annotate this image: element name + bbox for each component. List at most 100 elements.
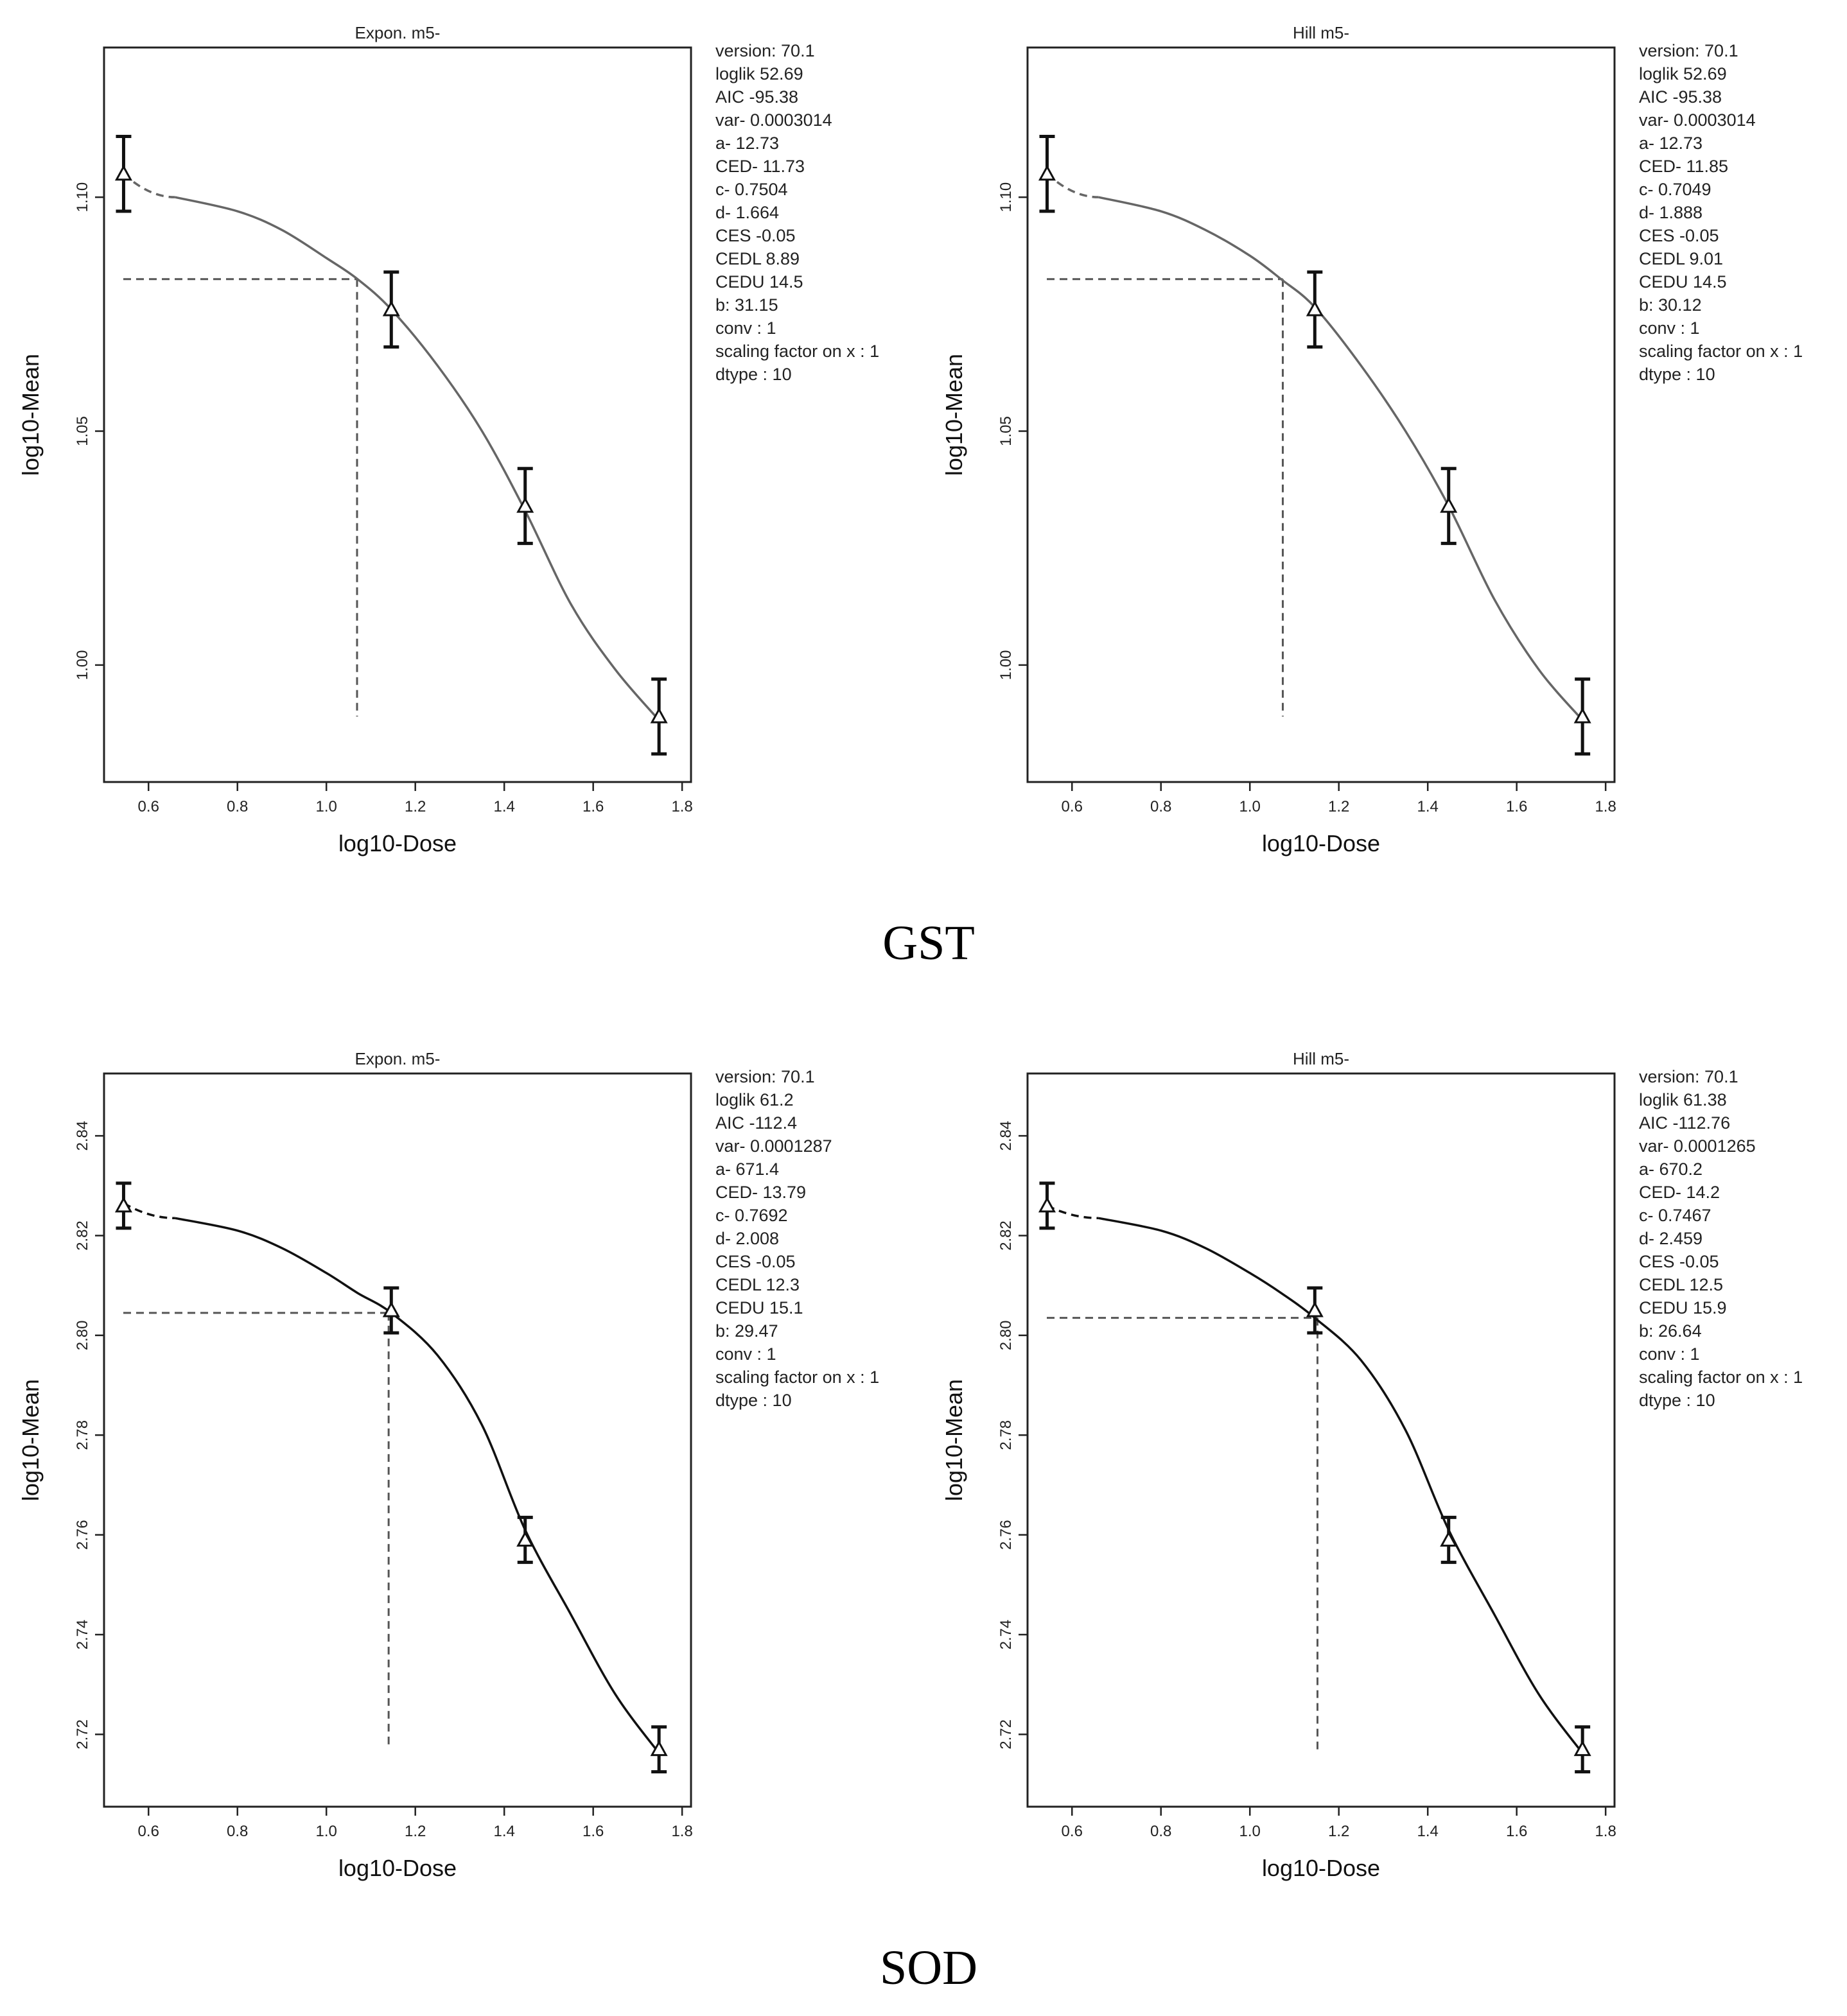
data-point-triangle bbox=[1440, 1531, 1458, 1547]
sod-expon-chart: Expon. m5- 0.6 0.8 1.0 1.2 1.4 1.6 1.8 2.72 2.74 2… bbox=[17, 1049, 879, 1881]
param-line: c- 0.7049 bbox=[1639, 180, 1711, 199]
param-line: b: 30.12 bbox=[1639, 295, 1702, 315]
x-tick-label: 1.0 bbox=[316, 798, 337, 815]
param-line: AIC -112.76 bbox=[1639, 1113, 1730, 1133]
y-tick-label: 2.74 bbox=[997, 1620, 1015, 1650]
param-line: CED- 11.85 bbox=[1639, 157, 1728, 176]
x-tick-label: 0.8 bbox=[1150, 1823, 1171, 1840]
y-tick-label: 1.00 bbox=[997, 650, 1015, 680]
param-line: d- 2.459 bbox=[1639, 1229, 1703, 1248]
x-tick-label: 1.8 bbox=[1595, 1823, 1616, 1840]
x-tick-label: 0.6 bbox=[138, 798, 159, 815]
param-line: conv : 1 bbox=[1639, 1344, 1700, 1364]
x-tick-label: 1.0 bbox=[1239, 1823, 1261, 1840]
param-line: AIC -95.38 bbox=[715, 87, 798, 107]
y-tick-label: 1.10 bbox=[997, 182, 1015, 213]
param-line: a- 12.73 bbox=[715, 134, 779, 153]
param-line: var- 0.0001287 bbox=[715, 1136, 832, 1156]
param-line: c- 0.7692 bbox=[715, 1206, 788, 1225]
x-tick-label: 1.2 bbox=[405, 1823, 426, 1840]
y-tick-label: 2.80 bbox=[74, 1320, 91, 1350]
x-tick-label: 1.2 bbox=[1328, 1823, 1349, 1840]
data-point-triangle bbox=[650, 707, 668, 724]
param-line: conv : 1 bbox=[1639, 318, 1700, 338]
y-tick-label: 2.84 bbox=[997, 1121, 1015, 1151]
sod-hill-chart: Hill m5- 0.6 0.8 1.0 1.2 1.4 1.6 1.8 2.72 2.74 2.7… bbox=[941, 1049, 1803, 1881]
fit-curve bbox=[1098, 1217, 1584, 1755]
x-tick-label: 1.8 bbox=[1595, 798, 1616, 815]
y-tick-label: 1.00 bbox=[74, 650, 91, 680]
param-line: loglik 52.69 bbox=[1639, 64, 1727, 83]
param-line: CEDL 9.01 bbox=[1639, 249, 1723, 268]
data-point-triangle bbox=[1440, 496, 1458, 513]
y-axis-label: log10-Mean bbox=[17, 1379, 44, 1501]
data-point-triangle bbox=[516, 1531, 534, 1547]
param-line: CES -0.05 bbox=[715, 1252, 796, 1271]
y-tick-label: 2.84 bbox=[74, 1121, 91, 1151]
x-tick-label: 1.8 bbox=[671, 1823, 692, 1840]
fit-curve bbox=[175, 1217, 661, 1755]
chart-title: Hill m5- bbox=[1293, 23, 1349, 42]
x-tick-label: 1.0 bbox=[1239, 798, 1261, 815]
data-point-triangle bbox=[1573, 1740, 1591, 1757]
param-line: CEDU 15.1 bbox=[715, 1298, 803, 1317]
data-point-triangle bbox=[516, 496, 534, 513]
y-tick-label: 1.05 bbox=[74, 416, 91, 446]
data-point-triangle bbox=[650, 1740, 668, 1757]
param-line: d- 1.888 bbox=[1639, 203, 1703, 222]
gst-hill-chart: Hill m5- 0.6 0.8 1.0 1.2 1.4 1.6 1.8 1.00 1.05 1.1… bbox=[941, 23, 1803, 856]
data-point-triangle bbox=[114, 1196, 133, 1213]
param-line: dtype : 10 bbox=[715, 365, 792, 384]
param-line: AIC -95.38 bbox=[1639, 87, 1722, 107]
gst-section-label: GST bbox=[882, 916, 975, 970]
param-line: CEDU 14.5 bbox=[715, 272, 803, 291]
param-line: c- 0.7467 bbox=[1639, 1206, 1711, 1225]
param-line: CED- 13.79 bbox=[715, 1183, 806, 1202]
data-point-triangle bbox=[1038, 164, 1056, 181]
param-line: AIC -112.4 bbox=[715, 1113, 797, 1133]
x-axis-label: log10-Dose bbox=[338, 1855, 457, 1881]
param-line: b: 26.64 bbox=[1639, 1321, 1702, 1341]
x-axis-label: log10-Dose bbox=[338, 830, 457, 856]
x-tick-label: 1.8 bbox=[671, 798, 692, 815]
gst-expon-chart: Expon. m5- 0.6 0.8 1.0 1.2 1.4 1.6 1.8 1.00 1.05 1… bbox=[17, 23, 879, 856]
data-point-triangle bbox=[382, 300, 400, 317]
x-tick-label: 1.6 bbox=[582, 1823, 604, 1840]
y-axis-label: log10-Mean bbox=[941, 1379, 967, 1501]
x-tick-label: 1.2 bbox=[405, 798, 426, 815]
x-tick-label: 0.8 bbox=[1150, 798, 1171, 815]
x-axis-label: log10-Dose bbox=[1262, 1855, 1380, 1881]
x-tick-label: 1.6 bbox=[582, 798, 604, 815]
x-tick-label: 1.4 bbox=[1417, 798, 1438, 815]
param-line: CES -0.05 bbox=[1639, 1252, 1719, 1271]
y-tick-label: 2.76 bbox=[74, 1520, 91, 1550]
y-axis-label: log10-Mean bbox=[17, 354, 44, 476]
x-tick-label: 0.6 bbox=[1062, 1823, 1083, 1840]
param-line: CEDL 12.5 bbox=[1639, 1275, 1723, 1294]
param-line: d- 2.008 bbox=[715, 1229, 779, 1248]
fit-curve bbox=[1098, 196, 1584, 722]
data-point-triangle bbox=[1573, 707, 1591, 724]
param-line: loglik 52.69 bbox=[715, 64, 803, 83]
param-line: var- 0.0003014 bbox=[715, 110, 832, 130]
param-line: b: 29.47 bbox=[715, 1321, 778, 1341]
x-tick-label: 1.6 bbox=[1506, 798, 1527, 815]
param-line: scaling factor on x : 1 bbox=[1639, 342, 1803, 361]
y-tick-label: 2.76 bbox=[997, 1520, 1015, 1550]
y-tick-label: 2.82 bbox=[74, 1221, 91, 1251]
param-line: scaling factor on x : 1 bbox=[715, 1368, 879, 1387]
param-line: version: 70.1 bbox=[1639, 1067, 1738, 1086]
param-line: a- 12.73 bbox=[1639, 134, 1703, 153]
param-line: var- 0.0001265 bbox=[1639, 1136, 1756, 1156]
y-tick-label: 2.74 bbox=[74, 1620, 91, 1650]
x-tick-label: 1.4 bbox=[1417, 1823, 1438, 1840]
x-tick-label: 1.2 bbox=[1328, 798, 1349, 815]
y-tick-label: 2.72 bbox=[997, 1719, 1015, 1750]
param-line: b: 31.15 bbox=[715, 295, 778, 315]
fit-curve bbox=[175, 196, 661, 722]
param-line: version: 70.1 bbox=[715, 41, 815, 60]
data-point-triangle bbox=[382, 1301, 400, 1317]
y-tick-label: 1.05 bbox=[997, 416, 1015, 446]
